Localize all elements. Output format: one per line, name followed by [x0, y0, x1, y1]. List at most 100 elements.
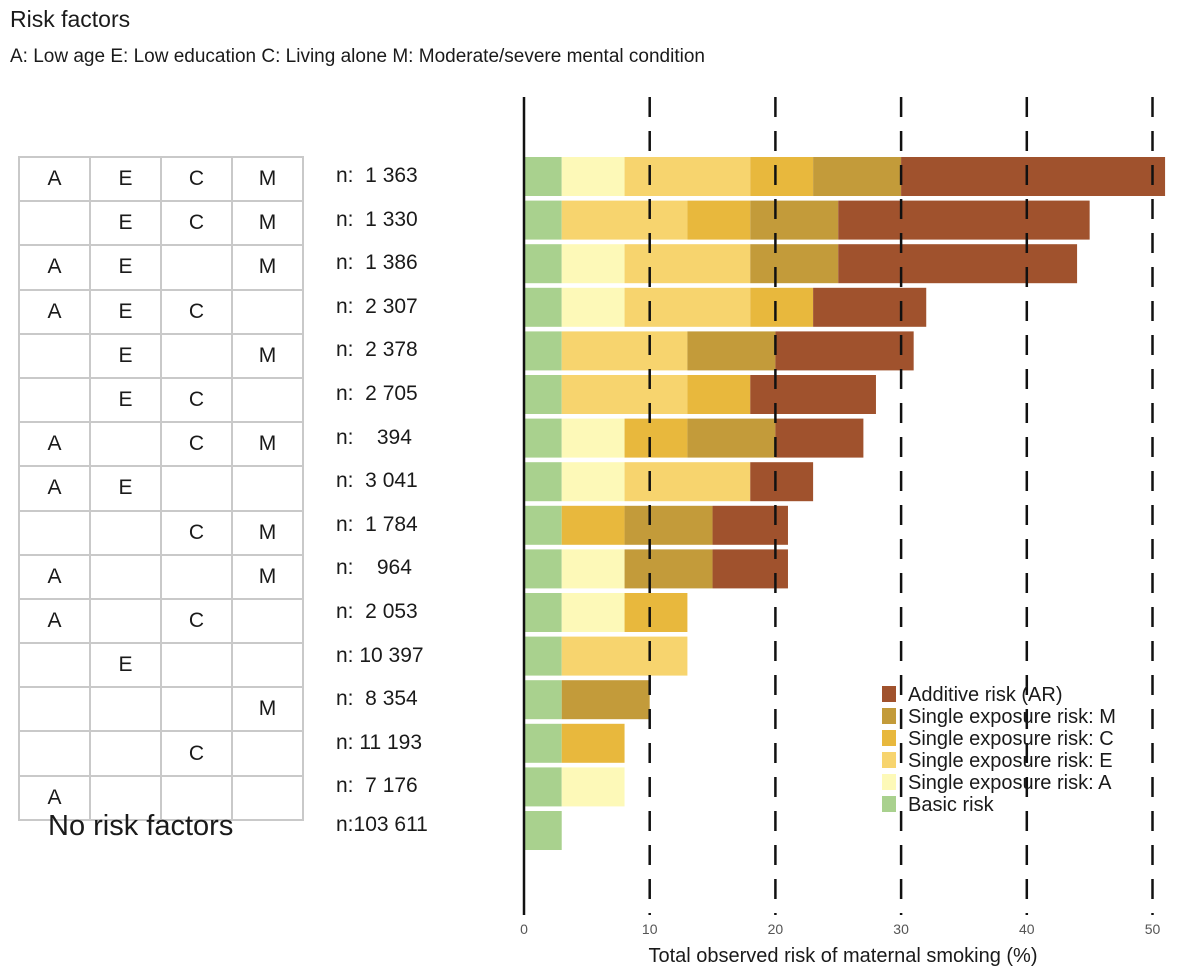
risk-factor-cell: M [231, 553, 304, 600]
risk-factor-cell [231, 642, 304, 689]
risk-factor-cell: A [18, 465, 91, 512]
risk-factor-cell [231, 730, 304, 777]
risk-factor-cell: M [231, 332, 304, 379]
bar-segment [624, 244, 751, 284]
x-tick-label: 0 [520, 921, 528, 937]
risk-factor-cell: C [160, 597, 233, 645]
no-risk-factors-label: No risk factors [48, 810, 234, 842]
bar-segment [561, 331, 688, 371]
risk-factor-cell [89, 774, 162, 821]
sample-size-label: n: 11 193 [336, 730, 423, 754]
risk-factor-cell [89, 686, 162, 733]
bar-segment [775, 331, 914, 371]
table-row: C [18, 730, 304, 777]
legend-label: Additive risk (AR) [908, 684, 1062, 706]
x-tick-label: 20 [768, 921, 784, 937]
risk-factor-cell [18, 509, 91, 556]
bar-segment [838, 244, 1078, 284]
bar-segment [524, 462, 562, 502]
bar-segment [901, 157, 1166, 196]
risk-factor-cell [18, 642, 91, 689]
risk-factor-cell: E [89, 155, 162, 203]
risk-factor-cell: A [18, 597, 91, 645]
risk-factor-cell: E [89, 332, 162, 379]
sample-size-label: n: 10 397 [336, 643, 424, 667]
bar-segment [524, 244, 562, 284]
bar-segment [775, 418, 864, 458]
sample-size-label: n:103 611 [336, 813, 428, 836]
legend-label: Single exposure risk: C [908, 728, 1114, 750]
table-row: E [18, 642, 304, 689]
sample-size-label: n: 1 363 [336, 164, 418, 187]
bar-segment [524, 767, 562, 807]
bar-segment [524, 287, 562, 327]
bar-segment [624, 287, 751, 327]
bar-segment [687, 331, 776, 371]
bar-segment [561, 723, 625, 763]
bar-segment [561, 244, 625, 284]
risk-factor-cell: C [160, 288, 233, 335]
risk-factor-cell: M [231, 200, 304, 247]
bar-segment [750, 157, 814, 196]
bar-segment [750, 244, 839, 284]
bar-segment [750, 462, 814, 502]
sample-size-label: n: 1 330 [336, 207, 418, 231]
risk-factor-cell [160, 774, 233, 821]
risk-factor-cell: C [160, 509, 233, 556]
chart-subtitle: A: Low age E: Low education C: Living al… [10, 46, 705, 67]
risk-factor-cell [18, 376, 91, 424]
bar-segment [750, 200, 839, 240]
legend-swatch [882, 686, 896, 702]
risk-factor-cell [160, 642, 233, 689]
sample-size-label: n: 2 307 [336, 294, 418, 318]
risk-factor-cell [160, 332, 233, 379]
sample-size-label: n: 964 [336, 556, 412, 580]
risk-factor-cell: M [231, 155, 304, 203]
risk-factor-cell: A [18, 244, 91, 291]
sample-size-label: n: 2 378 [336, 338, 418, 362]
risk-factor-cell: E [89, 376, 162, 424]
legend-label: Single exposure risk: M [908, 706, 1116, 728]
bar-segment [524, 157, 562, 196]
table-row: M [18, 686, 304, 733]
legend-swatch [882, 796, 896, 812]
x-tick-label: 50 [1145, 921, 1161, 937]
bar-segment [561, 462, 625, 502]
legend-label: Single exposure risk: A [908, 772, 1112, 794]
bar-segment [624, 462, 751, 502]
bar-segment [813, 287, 927, 327]
x-tick-label: 10 [642, 921, 658, 937]
bar-segment [561, 418, 625, 458]
sample-size-label: n: 394 [336, 425, 412, 449]
bar-segment [524, 636, 562, 676]
risk-factor-cell: E [89, 200, 162, 247]
sample-size-label: n: 1 386 [336, 251, 418, 275]
risk-factor-cell: A [18, 421, 91, 468]
risk-factor-cell: A [18, 288, 91, 335]
risk-factor-cell [89, 421, 162, 468]
risk-factor-cell [18, 200, 91, 247]
bar-segment [813, 157, 902, 196]
table-row: A [18, 774, 304, 821]
bar-segment [712, 549, 788, 589]
risk-factor-cell: M [231, 421, 304, 468]
bar-segment [561, 593, 625, 632]
risk-factor-cell: E [89, 244, 162, 291]
bar-segment [561, 200, 688, 240]
bar-segment [524, 549, 562, 589]
chart-title: Risk factors [10, 6, 131, 32]
sample-size-label: n: 2 053 [336, 600, 418, 623]
risk-factor-cell [231, 465, 304, 512]
bar-segment [687, 375, 751, 414]
bar-segment [838, 200, 1090, 240]
bar-segment [561, 549, 625, 589]
risk-factor-cell: E [89, 465, 162, 512]
sample-size-label: n: 3 041 [336, 469, 418, 493]
sample-size-label: n: 2 705 [336, 382, 418, 405]
risk-factor-cell: M [231, 244, 304, 291]
